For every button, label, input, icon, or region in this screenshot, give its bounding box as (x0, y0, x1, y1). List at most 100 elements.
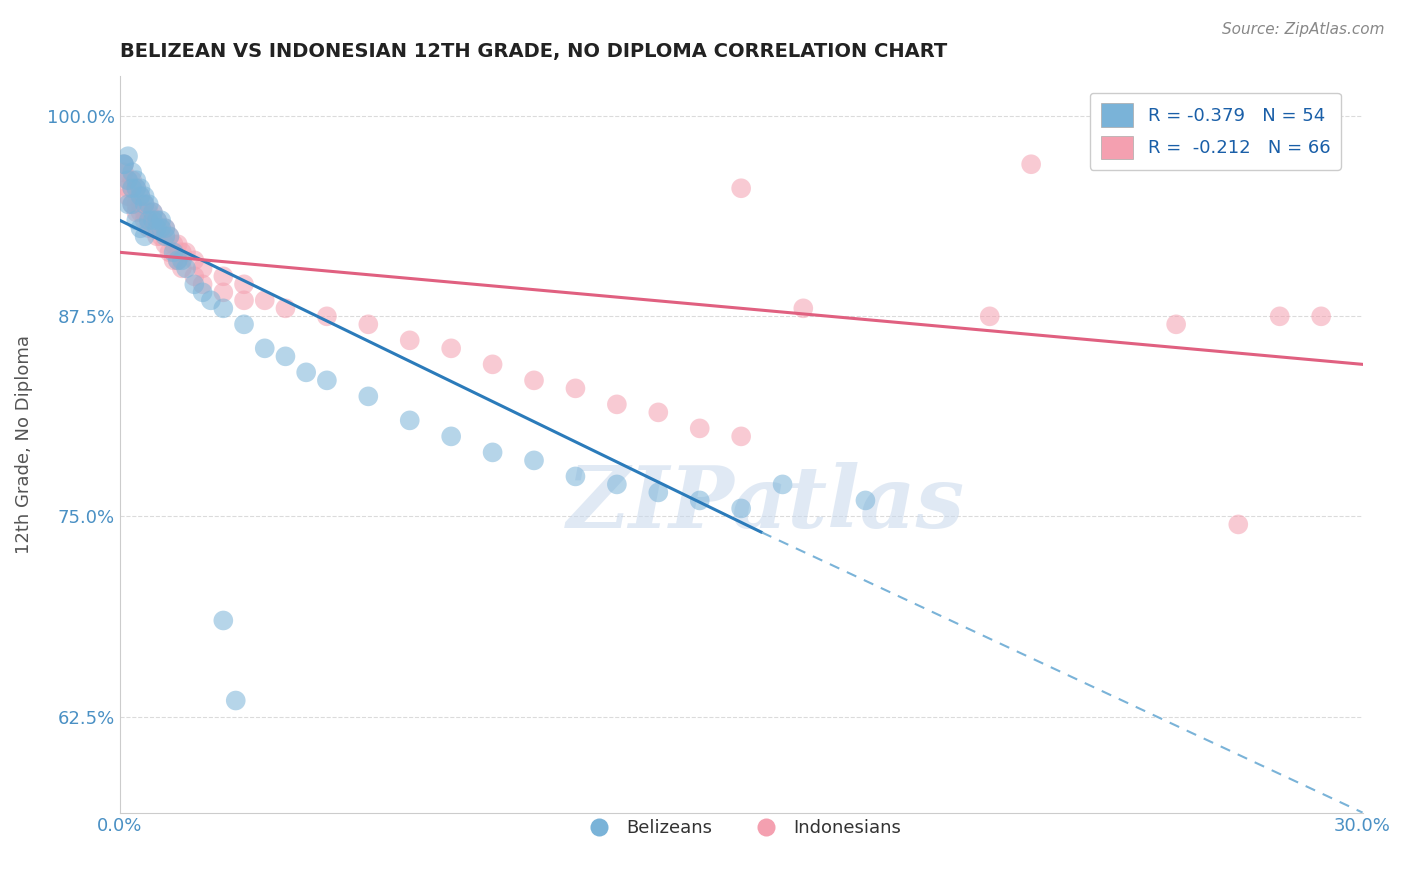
Point (564, 469, 586, 483)
Point (125, 181, 148, 195)
Point (125, 197, 148, 211)
Point (162, 237, 184, 252)
Point (440, 429, 463, 443)
Point (146, 213, 169, 227)
Point (166, 253, 188, 268)
Point (212, 301, 235, 316)
Point (191, 277, 214, 292)
Point (200, 293, 222, 308)
Point (253, 342, 276, 356)
Point (117, 181, 139, 195)
Point (183, 277, 205, 292)
Point (134, 189, 156, 203)
Point (295, 365, 318, 379)
Point (134, 197, 156, 211)
Point (134, 213, 156, 227)
Point (146, 221, 169, 235)
Point (125, 213, 148, 227)
Point (1019, 157, 1042, 171)
Point (792, 301, 814, 316)
Point (121, 165, 143, 179)
Point (129, 197, 152, 211)
Point (212, 614, 235, 628)
Point (162, 253, 184, 268)
Point (166, 253, 188, 268)
Point (253, 293, 276, 308)
Point (440, 342, 463, 356)
Point (112, 157, 135, 171)
Point (191, 285, 214, 300)
Point (142, 213, 165, 227)
Point (150, 213, 173, 227)
Point (647, 405, 669, 419)
Point (150, 221, 173, 235)
Point (233, 277, 256, 292)
Point (730, 181, 752, 195)
Point (121, 181, 143, 195)
Point (564, 381, 586, 395)
Point (1166, 318, 1188, 332)
Point (606, 477, 628, 491)
Point (398, 334, 420, 348)
Point (142, 221, 165, 235)
Point (159, 229, 181, 244)
Point (481, 445, 503, 459)
Point (142, 213, 165, 227)
Point (606, 397, 628, 411)
Point (170, 245, 193, 260)
Point (233, 293, 256, 308)
Point (117, 173, 139, 187)
Point (155, 237, 177, 252)
Point (357, 318, 380, 332)
Point (138, 213, 160, 227)
Point (150, 229, 173, 244)
Point (274, 349, 297, 363)
Text: Source: ZipAtlas.com: Source: ZipAtlas.com (1222, 22, 1385, 37)
Point (481, 357, 503, 371)
Legend: Belizeans, Indonesians: Belizeans, Indonesians (574, 812, 908, 844)
Point (689, 493, 711, 508)
Point (125, 181, 148, 195)
Point (129, 189, 152, 203)
Point (225, 693, 247, 707)
Point (315, 310, 337, 324)
Point (233, 318, 256, 332)
Text: ZIPatlas: ZIPatlas (567, 461, 965, 545)
Point (315, 373, 337, 387)
Point (117, 197, 139, 211)
Point (979, 310, 1001, 324)
Point (155, 221, 177, 235)
Point (174, 261, 197, 276)
Point (129, 221, 152, 235)
Point (129, 189, 152, 203)
Point (730, 429, 752, 443)
Point (112, 157, 135, 171)
Point (689, 421, 711, 435)
Point (146, 213, 169, 227)
Point (730, 501, 752, 516)
Point (212, 285, 235, 300)
Point (117, 149, 139, 163)
Point (125, 173, 148, 187)
Point (166, 237, 188, 252)
Point (121, 197, 143, 211)
Point (129, 205, 152, 219)
Point (138, 197, 160, 211)
Point (357, 389, 380, 403)
Point (1310, 310, 1333, 324)
Point (142, 205, 165, 219)
Y-axis label: 12th Grade, No Diploma: 12th Grade, No Diploma (15, 334, 32, 554)
Point (523, 453, 546, 467)
Point (170, 261, 193, 276)
Point (112, 165, 135, 179)
Point (138, 205, 160, 219)
Point (159, 229, 181, 244)
Point (121, 173, 143, 187)
Point (162, 245, 184, 260)
Point (134, 229, 156, 244)
Point (155, 229, 177, 244)
Point (647, 485, 669, 500)
Point (142, 205, 165, 219)
Point (174, 245, 197, 260)
Point (112, 157, 135, 171)
